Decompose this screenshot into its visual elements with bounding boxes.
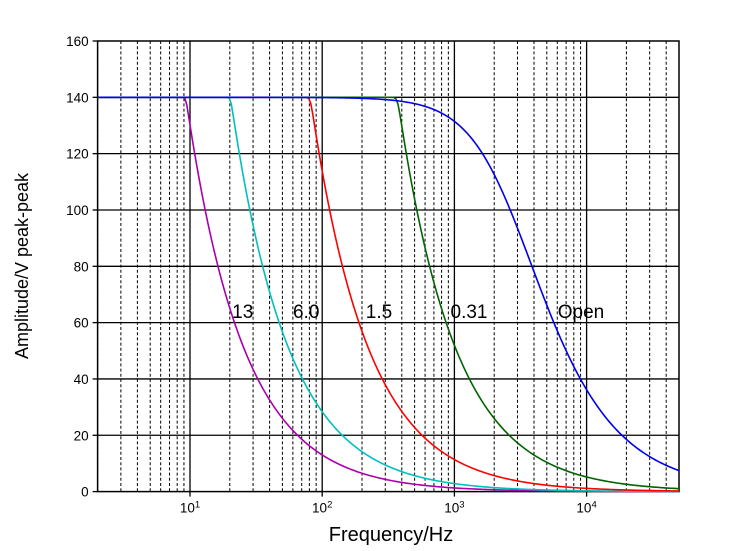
svg-text:1.5: 1.5 [366, 302, 392, 323]
svg-text:140: 140 [66, 90, 89, 105]
svg-text:13: 13 [232, 302, 253, 323]
svg-text:120: 120 [66, 147, 89, 162]
svg-text:Open: Open [558, 302, 604, 323]
svg-text:Amplitude/V peak-peak: Amplitude/V peak-peak [12, 172, 32, 359]
svg-text:80: 80 [74, 259, 89, 274]
svg-text:60: 60 [74, 316, 89, 331]
svg-text:0: 0 [81, 485, 89, 500]
svg-text:103: 103 [444, 499, 464, 516]
svg-text:160: 160 [66, 34, 89, 49]
svg-text:20: 20 [74, 428, 89, 443]
svg-text:0.31: 0.31 [451, 302, 488, 323]
svg-text:Frequency/Hz: Frequency/Hz [329, 524, 454, 546]
svg-text:6.0: 6.0 [293, 302, 319, 323]
svg-text:101: 101 [180, 499, 200, 516]
svg-text:40: 40 [74, 372, 89, 387]
svg-text:102: 102 [312, 499, 332, 516]
svg-text:100: 100 [66, 203, 89, 218]
svg-text:104: 104 [576, 499, 596, 516]
